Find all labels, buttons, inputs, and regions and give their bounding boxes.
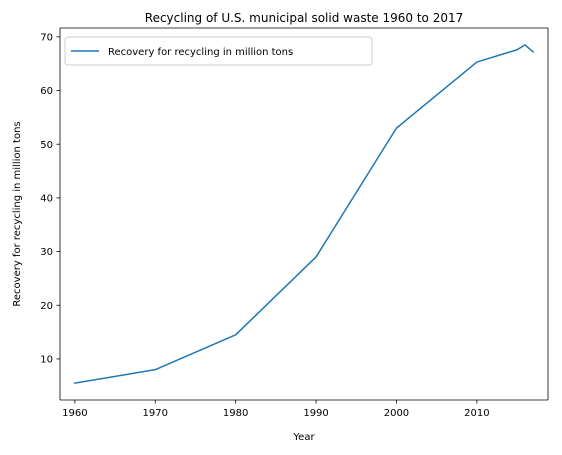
- x-tick-label: 1970: [143, 408, 168, 419]
- x-tick-label: 1960: [62, 408, 87, 419]
- x-tick-label: 1980: [223, 408, 248, 419]
- legend-box: [64, 36, 373, 66]
- legend-label: Recovery for recycling in million tons: [108, 47, 293, 58]
- x-tick-label: 2010: [464, 408, 489, 419]
- x-axis-ticks: 1960 1970 1980 1990 2000 2010: [62, 400, 490, 419]
- y-tick-label: 50: [40, 140, 53, 151]
- series-layer: [74, 44, 535, 384]
- chart-title: Recycling of U.S. municipal solid waste …: [145, 11, 463, 25]
- y-tick-label: 30: [40, 247, 53, 258]
- y-tick-label: 20: [40, 301, 53, 312]
- x-axis-label: Year: [292, 432, 315, 443]
- y-tick-label: 60: [40, 86, 53, 97]
- y-tick-label: 40: [40, 193, 53, 204]
- y-tick-label: 70: [40, 32, 53, 43]
- series-line-0: [74, 44, 535, 384]
- x-tick-label: 2000: [384, 408, 409, 419]
- legend: Recovery for recycling in million tons: [64, 36, 373, 66]
- x-tick-label: 1990: [303, 408, 328, 419]
- y-tick-label: 10: [40, 355, 53, 366]
- y-axis-ticks: 10 20 30 40 50 60 70: [40, 32, 60, 366]
- axes-layer: [59, 27, 549, 401]
- plot-area: [60, 28, 548, 400]
- y-axis-label: Recovery for recycling in million tons: [12, 121, 23, 306]
